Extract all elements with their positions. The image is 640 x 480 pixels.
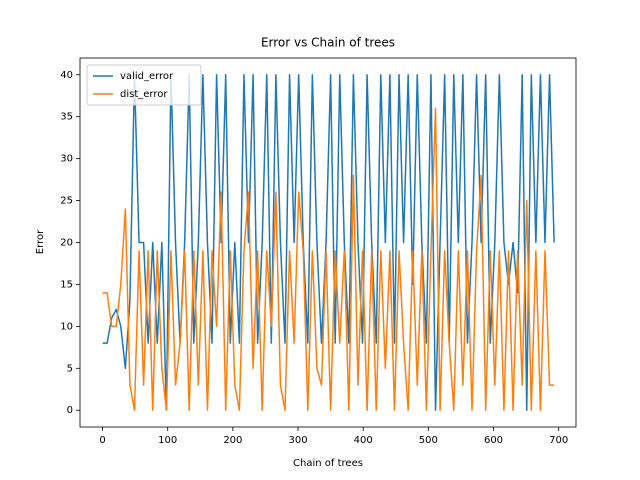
x-tick-label: 300 [288,435,307,446]
x-axis-label: Chain of trees [293,458,363,469]
x-tick-label: 500 [419,435,438,446]
y-tick-label: 30 [60,154,73,165]
chart-title: Error vs Chain of trees [261,36,395,50]
x-tick-label: 0 [99,435,105,446]
y-tick-label: 10 [60,321,73,332]
x-tick-label: 600 [484,435,503,446]
y-tick-label: 15 [60,279,73,290]
y-tick-label: 0 [67,405,73,416]
x-tick-label: 400 [354,435,373,446]
y-tick-label: 5 [67,363,73,374]
legend-box [86,64,202,106]
series-line [102,74,555,411]
x-tick-label: 200 [223,435,242,446]
legend-label: dist_error [120,89,168,100]
x-tick-label: 700 [549,435,568,446]
x-tick-label: 100 [158,435,177,446]
y-tick-label: 40 [60,70,73,81]
legend: valid_error dist_error [86,64,202,106]
y-tick-label: 20 [60,238,73,249]
y-tick-label: 35 [60,112,73,123]
plot-frame [79,57,577,428]
legend-label: valid_error [120,71,174,82]
series-line [102,107,555,411]
y-axis-label: Error [35,229,46,254]
y-tick-label: 25 [60,196,73,207]
